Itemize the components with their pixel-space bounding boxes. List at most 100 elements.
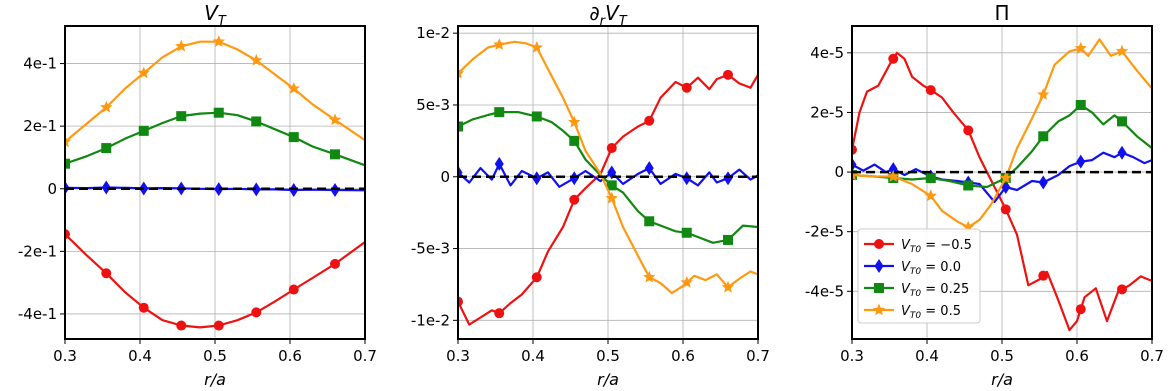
y-tick-label: 0 [440,168,450,186]
data-point [887,170,900,182]
ticks: 0.3 0.4 0.5 0.6 0.7 -1e-2 -5e-3 0 5e-3 1e-2 [411,24,770,365]
data-point [288,132,299,143]
data-point [101,143,112,154]
y-tick-label: -4e-1 [18,305,57,323]
legend-entry: VT0 = 0.25 [864,282,969,299]
data-point [101,268,112,279]
plot-area [852,38,1152,332]
series-vt0-0-0 [458,156,758,188]
legend-label: VT0 = 0.25 [901,282,969,299]
data-point [175,39,188,52]
data-point [852,144,857,155]
data-point [101,180,111,195]
data-point [1038,131,1049,142]
data-point [176,111,187,122]
x-axis-label: r/a [991,370,1013,389]
x-tick-label: 0.5 [596,347,620,365]
x-tick-label: 0.7 [746,347,770,365]
y-tick-label: -4e-5 [805,282,844,300]
data-point [1074,41,1087,54]
data-point [328,113,342,126]
data-point [924,189,937,202]
data-point [1076,154,1086,169]
data-point [643,270,656,283]
panel-title: ∂rVT [589,1,627,29]
legend-marker [874,283,884,293]
data-point [1038,175,1048,190]
series-vt0-0-5 [65,35,365,148]
legend-marker [874,239,884,249]
grid [64,26,366,339]
plot-area [458,38,758,326]
data-point [494,107,505,118]
y-tick-label: 0 [47,180,57,198]
series-vt0-0-25 [458,107,758,245]
data-point [213,107,224,118]
series-vt0-neg-0-5 [852,51,1152,332]
data-point [65,158,70,169]
data-point [569,171,579,186]
x-axis-label: r/a [204,370,226,389]
data-point [681,82,692,93]
data-point [494,156,504,171]
data-point [458,296,463,307]
ticks: 0.3 0.4 0.5 0.6 0.7 -4e-5 -2e-5 0 2e-5 4e-5 [805,44,1164,365]
series-line [65,111,365,167]
panel-vt: VT 0.3 0.4 0.5 0.6 0.7 -4e-1 -2e-1 0 2e-1 4e-1 r/… [18,1,377,389]
series-vt0-0-5 [852,38,1152,233]
legend-entry: VT0 = −0.5 [864,238,972,255]
series-vt0-neg-0-5 [65,229,365,331]
data-point [289,183,299,198]
data-point [569,194,580,205]
legend-entry: VT0 = 0.0 [864,259,961,277]
data-point [138,125,149,136]
data-point [531,272,542,283]
data-point [680,276,693,288]
x-tick-label: 0.4 [521,347,545,365]
data-point [330,149,340,160]
data-point [330,183,340,198]
x-tick-label: 0.6 [278,347,302,365]
data-point [1000,204,1011,215]
data-point [458,66,465,79]
y-tick-label: 5e-3 [416,96,450,114]
y-tick-label: 1e-2 [416,24,450,42]
series-vt0-0-25 [65,107,365,169]
y-tick-label: 4e-5 [810,44,844,62]
data-point [1115,44,1129,57]
data-point [212,35,225,47]
data-point [288,284,299,295]
panel-drvt: ∂rVT 0.3 0.4 0.5 0.6 0.7-1e-2-5e-305e-31e-2 … [411,1,770,389]
x-tick-label: 0.5 [203,347,227,365]
panel-title: VT [204,1,227,29]
x-tick-label: 0.7 [353,347,377,365]
data-point [65,135,72,148]
data-point [1037,88,1050,100]
panel-pi: Π 0.3 0.4 0.5 0.6 0.7 -4e-5 -2e-5 0 2e-5 4e-5 r/a… [805,1,1164,389]
data-point [138,302,149,313]
legend-entry: VT0 = 0.5 [864,303,961,321]
x-axis-label: r/a [597,370,619,389]
data-point [925,173,936,184]
series-vt0-0-5 [458,38,758,295]
legend-label: VT0 = 0.0 [901,260,961,277]
data-point [682,171,692,186]
x-tick-label: 0.7 [1140,347,1164,365]
data-point [214,182,224,197]
y-tick-label: -2e-1 [18,242,57,260]
data-point [606,143,617,154]
x-tick-label: 0.6 [1065,347,1089,365]
data-point [605,191,618,204]
y-tick-label: -1e-2 [411,311,450,329]
data-point [1038,270,1049,281]
series-line [65,40,365,143]
data-point [644,216,655,227]
x-tick-label: 0.5 [990,347,1014,365]
data-point [852,168,859,181]
legend-box [857,228,981,324]
data-point [287,82,300,94]
x-tick-label: 0.3 [840,347,864,365]
x-tick-label: 0.3 [53,347,77,365]
data-point [1117,116,1127,127]
